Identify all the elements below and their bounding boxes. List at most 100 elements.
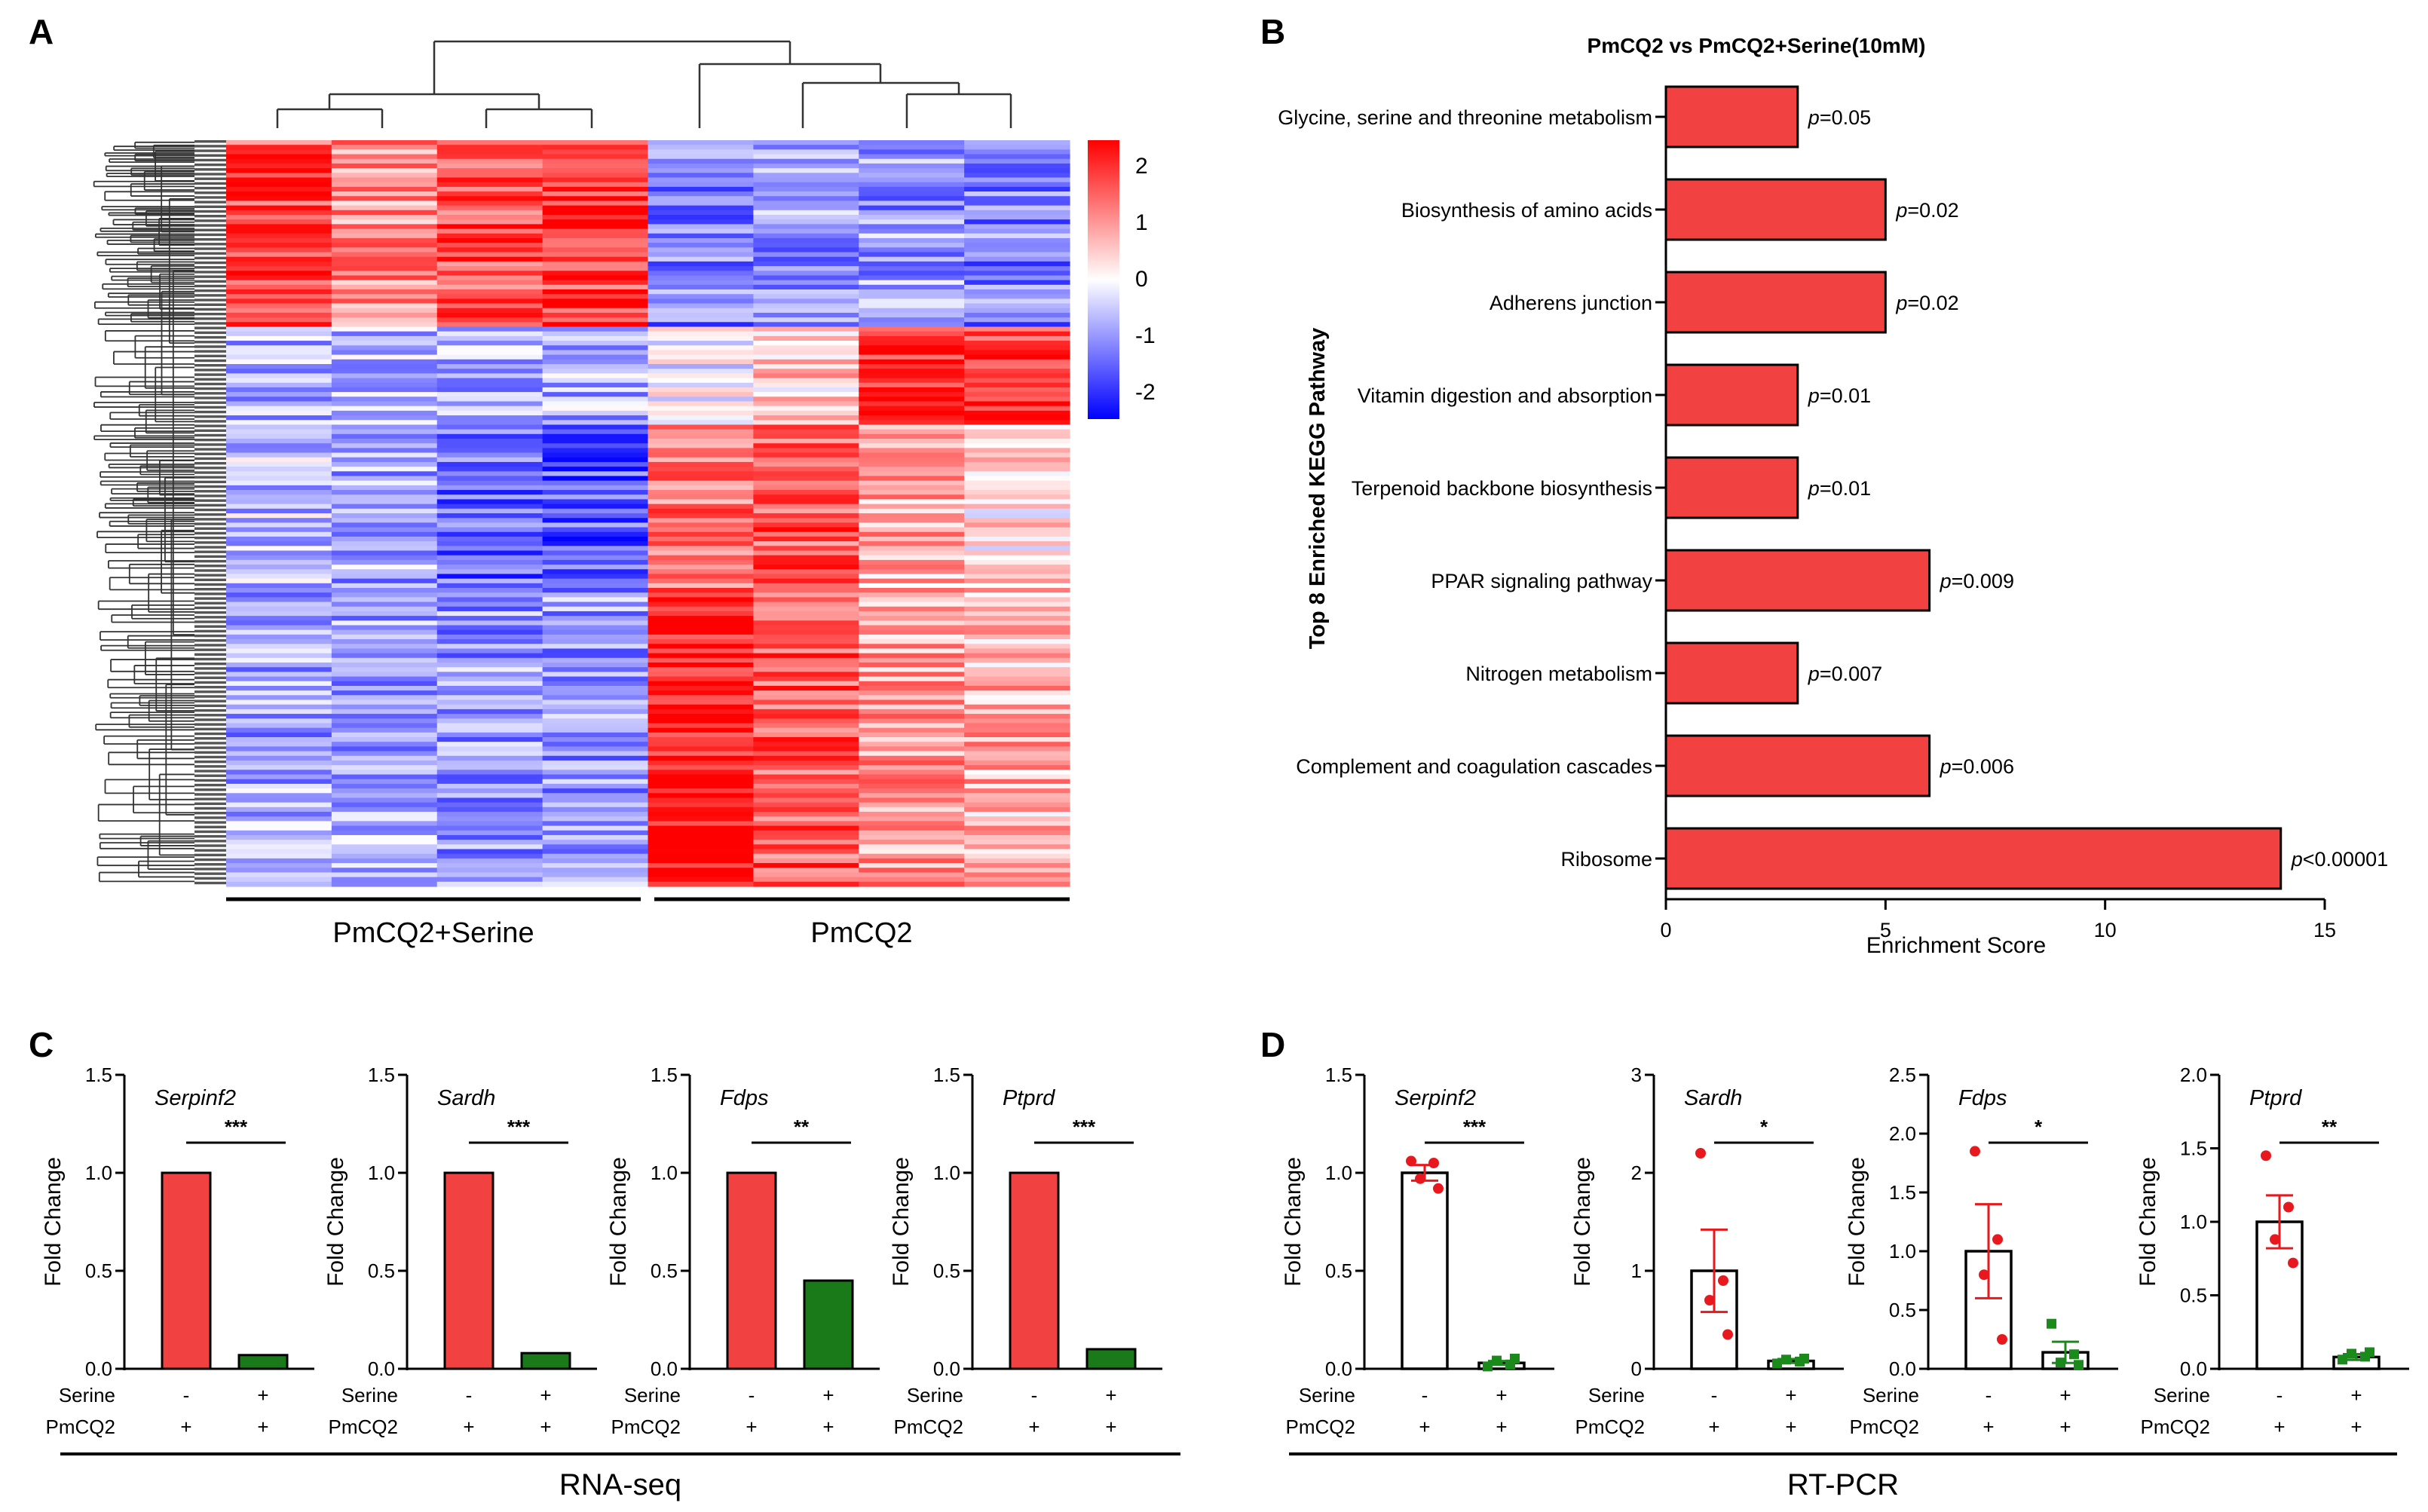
heatmap-cell [859,858,965,864]
heatmap-cell [964,196,1070,202]
heatmap-cell [331,284,438,290]
heatmap-cell [542,499,649,505]
heatmap-cell [331,830,438,836]
heatmap-cell [859,546,965,552]
gene-name: Fdps [1958,1086,2007,1110]
heatmap-cell [542,774,649,780]
heatmap-cell [753,648,859,654]
condition-label: Serine [341,1384,398,1406]
heatmap-cell [436,140,543,145]
data-point [2347,1348,2356,1359]
heatmap-cell [542,308,649,314]
heatmap-cell [436,531,543,537]
heatmap-cell [226,219,332,225]
heatmap-cell [859,755,965,761]
heatmap-cell [542,565,649,570]
heatmap-cell [542,294,649,299]
heatmap-cell [648,634,754,640]
heatmap-cell [753,812,859,817]
row-label-tick [194,550,226,553]
heatmap-cell [859,611,965,617]
heatmap-cell [226,592,332,598]
data-point [1970,1146,1980,1157]
heatmap-cell [331,205,438,211]
heatmap-cell [226,154,332,160]
heatmap-cell [226,387,332,393]
heatmap-cell [436,429,543,435]
heatmap-cell [859,709,965,715]
heatmap-cell [859,742,965,747]
row-label-tick [194,508,226,512]
heatmap-cell [542,191,649,197]
data-point [2283,1201,2294,1213]
heatmap-cell [753,681,859,687]
heatmap-cell [648,774,754,780]
heatmap-cell [648,433,754,439]
heatmap-cell [859,284,965,290]
heatmap-cell [436,200,543,207]
heatmap-cell [226,663,332,668]
kegg-p-value: p=0.01 [1808,477,1871,500]
heatmap-cell [753,663,859,668]
heatmap-cell [436,518,543,523]
row-label-tick [194,765,226,768]
heatmap-cell [964,499,1070,505]
heatmap-cell [542,634,649,640]
heatmap-cell [436,219,543,225]
heatmap-cell [753,522,859,528]
heatmap-cell [753,685,859,691]
heatmap-cell [648,755,754,761]
condition-sign: + [1028,1416,1039,1438]
condition-label: Serine [624,1384,681,1406]
data-point [1992,1234,2003,1245]
heatmap-cell [436,359,543,365]
row-label-tick [194,518,226,521]
gene-name: Ptprd [2249,1086,2302,1110]
heatmap-cell [542,606,649,612]
heatmap-cell [648,541,754,546]
heatmap-cell [753,410,859,416]
heatmap-cell [964,657,1070,663]
heatmap-cell [226,205,332,211]
heatmap-cell [964,569,1070,575]
heatmap-cell [226,354,332,360]
heatmap-cell [859,821,965,827]
heatmap-cell [648,565,754,570]
heatmap-cell [226,308,332,314]
heatmap-cell [648,723,754,729]
heatmap-cell [436,663,543,668]
heatmap-cell [436,779,543,785]
heatmap-cell [964,341,1070,346]
row-label-tick [194,727,226,731]
condition-sign: + [2059,1416,2071,1438]
heatmap-cell [648,382,754,388]
heatmap-cell [753,620,859,626]
row-label-tick [194,714,226,717]
heatmap-cell [964,723,1070,729]
heatmap-cell [648,322,754,328]
heatmap-cell [542,140,649,145]
row-label-tick [194,415,226,418]
heatmap-cell [964,559,1070,565]
heatmap-cell [331,565,438,570]
group-label-pmcq2: PmCQ2 [810,917,912,949]
heatmap-cell [331,499,438,505]
heatmap-cell [331,326,438,332]
heatmap-cell [542,205,649,211]
heatmap-cell [859,616,965,621]
row-label-tick [194,503,226,507]
heatmap-cell [753,354,859,360]
heatmap-cell [542,280,649,286]
heatmap-cell [542,779,649,785]
heatmap-cell [859,266,965,271]
heatmap-cell [542,503,649,510]
heatmap-cell [859,326,965,332]
kegg-x-tick-label: 5 [1880,919,1891,941]
heatmap-cell [331,597,438,603]
heatmap-cell [331,672,438,678]
row-label-tick [194,672,226,675]
heatmap-cell [331,825,438,831]
heatmap-cell [226,382,332,388]
heatmap-cell [542,182,649,188]
heatmap-cell [648,863,754,868]
